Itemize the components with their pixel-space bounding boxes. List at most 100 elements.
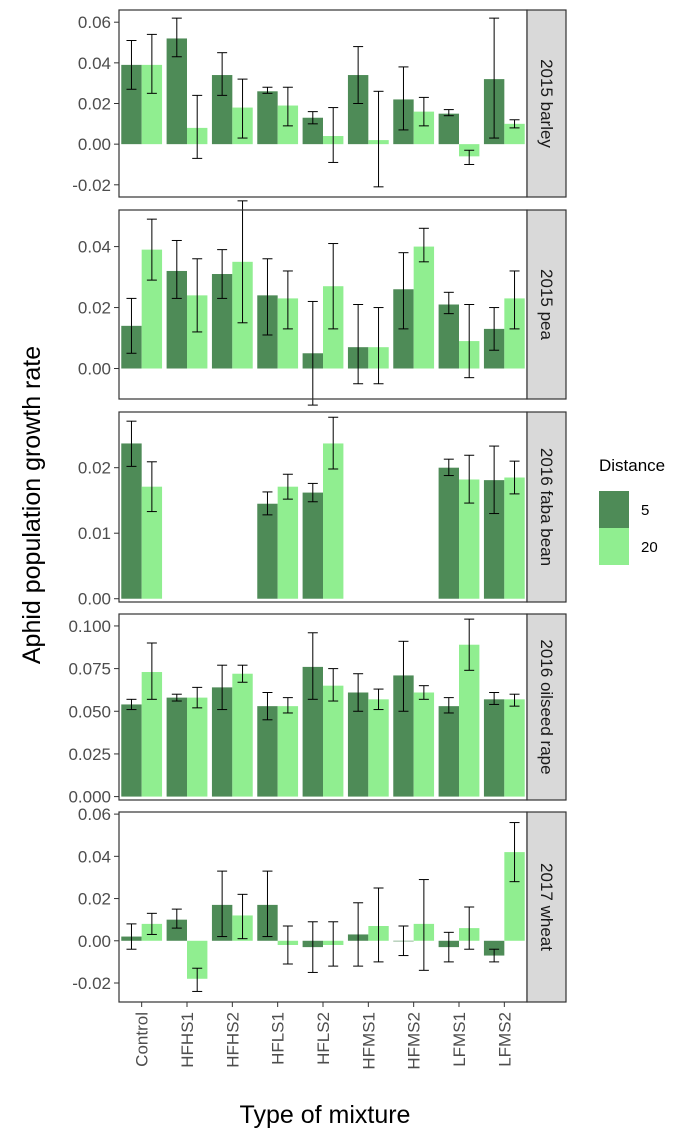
y-tick-label: 0.02 xyxy=(78,95,111,114)
bar-20-Control xyxy=(141,64,163,145)
panel-1: 0.00 0.02 0.04 2015 pea xyxy=(78,200,567,406)
bar-20-LFMS2 xyxy=(504,123,525,145)
y-tick-label: 0.050 xyxy=(68,702,111,721)
bar-20-LFMS1 xyxy=(459,644,480,797)
legend-label-5: 5 xyxy=(641,502,649,519)
bar-5-HFLS1 xyxy=(257,503,278,599)
bar-20-LFMS2 xyxy=(504,477,525,599)
x-tick-label-HFMS2: HFMS2 xyxy=(405,1012,424,1070)
y-tick-label: 0.02 xyxy=(78,299,111,318)
bar-5-HFLS2 xyxy=(302,666,323,797)
bar-5-LFMS1 xyxy=(438,304,459,369)
chart-panels: -0.02 0.00 0.02 0.04 0.06 2015 barley 0.00 0.02… xyxy=(68,9,567,1003)
x-tick-label-LFMS2: LFMS2 xyxy=(495,1012,514,1067)
panel-4: -0.02 0.00 0.02 0.04 0.06 2017 wheat xyxy=(72,805,567,1003)
legend-swatch-20 xyxy=(599,528,629,565)
x-tick-label-LFMS1: LFMS1 xyxy=(450,1012,469,1067)
y-tick-label: 0.00 xyxy=(78,590,111,609)
bar-5-HFLS2 xyxy=(302,117,323,145)
bar-20-HFLS1 xyxy=(277,298,299,369)
x-axis-tick-labels: Control HFHS1 HFHS2 HFLS1 HFLS2 HFMS1 HFMS2 LFM… xyxy=(133,1002,514,1070)
bar-5-HFLS1 xyxy=(257,91,278,145)
legend-title: Distance xyxy=(599,456,665,475)
facet-strip-label: 2015 barley xyxy=(537,59,556,148)
bar-5-HFHS1 xyxy=(166,270,187,369)
bar-20-LFMS2 xyxy=(504,852,525,941)
panel-3: 0.000 0.025 0.050 0.075 0.100 2016 oilseed ra… xyxy=(68,613,567,807)
bar-20-HFHS1 xyxy=(187,697,208,797)
legend-swatch-5 xyxy=(599,491,629,528)
bar-20-LFMS1 xyxy=(459,479,480,599)
bar-20-HFMS1 xyxy=(368,699,389,797)
bar-5-HFLS1 xyxy=(257,706,278,797)
bar-20-HFLS2 xyxy=(323,685,344,797)
bar-5-HFMS2 xyxy=(393,675,414,797)
bar-20-HFMS2 xyxy=(413,111,435,145)
x-tick-label-HFHS2: HFHS2 xyxy=(223,1012,242,1068)
y-tick-label: -0.02 xyxy=(72,176,111,195)
facet-strip xyxy=(526,811,567,1003)
bar-5-Control xyxy=(121,704,142,797)
panel-2: 0.00 0.01 0.02 2016 faba bean xyxy=(78,411,567,609)
bar-20-Control xyxy=(141,672,163,797)
bar-20-Control xyxy=(141,486,163,599)
bar-20-LFMS2 xyxy=(504,298,525,369)
y-tick-label: 0.02 xyxy=(78,459,111,478)
x-tick-label-HFMS1: HFMS1 xyxy=(359,1012,378,1070)
facet-strip xyxy=(526,209,567,400)
bar-5-HFHS1 xyxy=(166,38,187,145)
bar-20-LFMS2 xyxy=(504,699,525,797)
y-tick-label: 0.02 xyxy=(78,890,111,909)
bar-5-LFMS1 xyxy=(438,467,459,599)
panel-0: -0.02 0.00 0.02 0.04 0.06 2015 barley xyxy=(72,9,567,198)
y-tick-label: 0.04 xyxy=(78,847,111,866)
bar-5-HFHS2 xyxy=(211,274,233,369)
y-tick-label: 0.04 xyxy=(78,238,111,257)
facet-strip xyxy=(526,613,567,801)
facet-strip xyxy=(526,9,567,198)
y-tick-label: 0.06 xyxy=(78,805,111,824)
y-tick-label: 0.00 xyxy=(78,360,111,379)
y-tick-label: 0.06 xyxy=(78,13,111,32)
bar-5-HFLS2 xyxy=(302,492,323,599)
bar-5-Control xyxy=(121,443,142,599)
facet-strip xyxy=(526,411,567,603)
bar-5-HFHS2 xyxy=(211,75,233,145)
legend: Distance 5 20 xyxy=(599,456,665,565)
y-tick-label: 0.000 xyxy=(68,788,111,807)
x-tick-label-Control: Control xyxy=(133,1012,152,1067)
bar-5-HFHS2 xyxy=(211,687,233,797)
x-axis-title: Type of mixture xyxy=(240,1101,411,1129)
x-tick-label-HFHS1: HFHS1 xyxy=(178,1012,197,1068)
y-tick-label: 0.01 xyxy=(78,524,111,543)
bar-5-HFMS1 xyxy=(347,75,369,145)
bar-20-Control xyxy=(141,249,163,369)
y-tick-label: -0.02 xyxy=(72,974,111,993)
facet-strip-label: 2016 oilseed rape xyxy=(537,639,556,774)
bar-20-HFLS2 xyxy=(323,443,344,599)
bar-5-HFHS1 xyxy=(166,697,187,797)
facet-strip-label: 2016 faba bean xyxy=(537,448,556,566)
y-tick-label: 0.025 xyxy=(68,745,111,764)
bar-20-HFLS1 xyxy=(277,486,299,599)
facet-strip-label: 2017 wheat xyxy=(537,863,556,951)
bar-5-LFMS1 xyxy=(438,706,459,797)
x-tick-label-HFLS1: HFLS1 xyxy=(269,1012,288,1065)
bar-5-HFMS1 xyxy=(347,692,369,797)
bar-20-HFLS1 xyxy=(277,706,299,797)
y-axis-title: Aphid population growth rate xyxy=(18,346,46,664)
bar-20-HFHS1 xyxy=(187,940,208,979)
x-tick-label-HFLS2: HFLS2 xyxy=(314,1012,333,1065)
bar-5-LFMS1 xyxy=(438,113,459,145)
bar-5-HFHS1 xyxy=(166,919,187,941)
bar-20-HFHS2 xyxy=(232,673,253,797)
facet-strip-label: 2015 pea xyxy=(537,269,556,340)
bar-20-HFMS2 xyxy=(413,246,435,369)
bar-5-Control xyxy=(121,64,142,145)
bar-5-LFMS2 xyxy=(483,699,505,797)
y-tick-label: 0.04 xyxy=(78,54,111,73)
y-tick-label: 0.00 xyxy=(78,135,111,154)
y-tick-label: 0.075 xyxy=(68,660,111,679)
bar-20-HFMS2 xyxy=(413,692,435,797)
